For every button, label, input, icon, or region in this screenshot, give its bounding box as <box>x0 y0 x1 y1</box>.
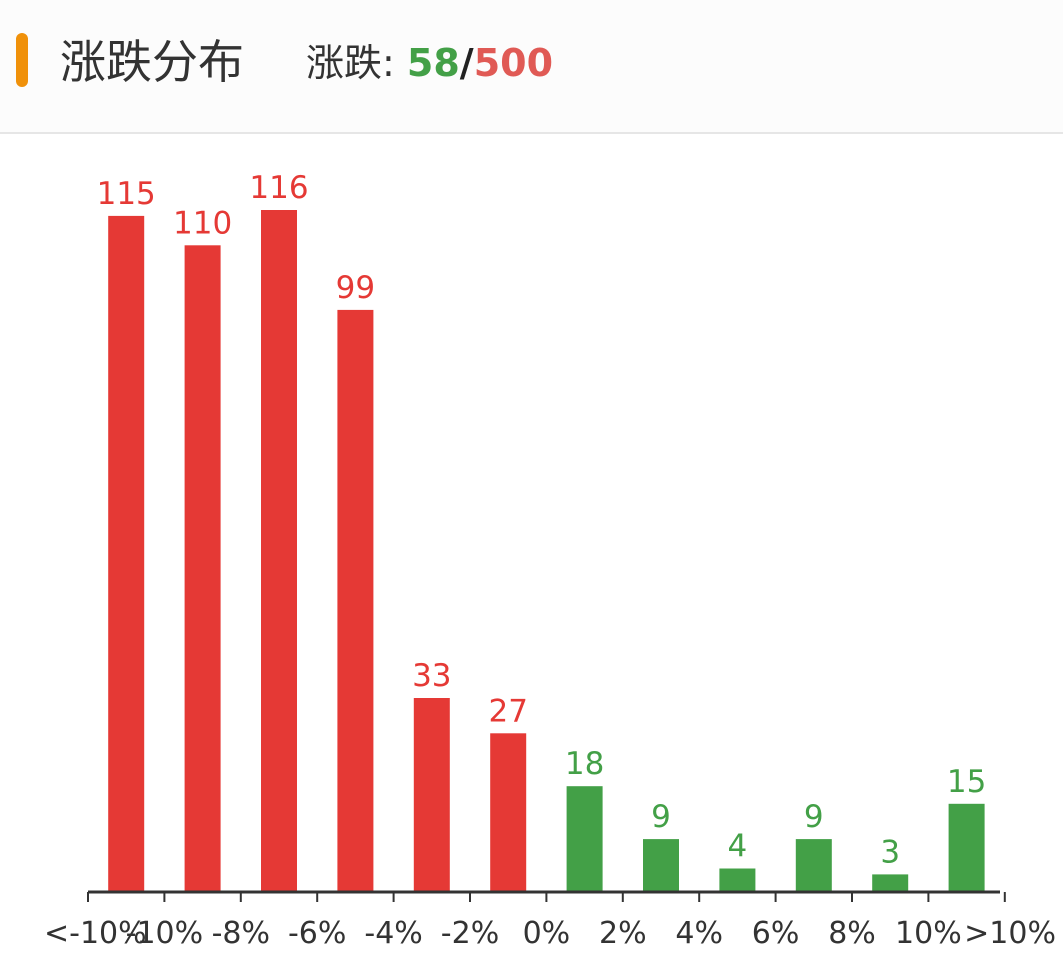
bar-4 <box>413 698 450 892</box>
bar-5 <box>490 733 527 892</box>
up-count: 58 <box>406 41 460 85</box>
data-label-7: 9 <box>651 799 671 835</box>
down-count: 500 <box>473 41 554 85</box>
data-label-6: 18 <box>565 746 604 782</box>
summary-separator: / <box>459 41 474 85</box>
bar-0 <box>108 215 145 892</box>
x-tick-label-6: 0% <box>523 916 571 951</box>
bar-9 <box>795 839 832 892</box>
distribution-bar-chart: 115 110 116 99 33 27 18 9 4 9 3 15 <-10%-10% -8% -6% -4… <box>44 170 1056 951</box>
x-tick-label-0: <-10% <box>44 916 147 951</box>
x-tick-label-9: 6% <box>752 916 800 951</box>
data-label-5: 27 <box>488 693 527 729</box>
data-label-0: 115 <box>97 176 156 212</box>
bar-3 <box>337 309 374 892</box>
x-tick-label-5: -2% <box>441 916 499 951</box>
data-label-10: 3 <box>880 834 900 870</box>
bar-6 <box>566 786 603 892</box>
data-label-1: 110 <box>173 205 232 241</box>
x-tick-label-7: 2% <box>599 916 647 951</box>
bar-1 <box>184 245 221 893</box>
bar-10 <box>872 874 909 892</box>
page-title: 涨跌分布 <box>60 35 244 89</box>
data-label-11: 15 <box>947 764 986 800</box>
data-label-9: 9 <box>804 799 824 835</box>
x-tick-label-12: >10% <box>964 916 1056 951</box>
data-label-3: 99 <box>336 270 375 306</box>
bar-8 <box>719 868 756 892</box>
x-tick-label-11: 10% <box>895 916 962 951</box>
rise-fall-summary: 涨跌: 58/500 <box>306 34 553 92</box>
x-tick-label-4: -4% <box>364 916 422 951</box>
x-tick-label-2: -8% <box>212 916 270 951</box>
data-label-4: 33 <box>412 658 451 694</box>
x-tick-label-1: -10% <box>126 916 204 951</box>
chart-header: 涨跌分布 涨跌: 58/500 <box>0 0 1063 134</box>
x-tick-label-8: 4% <box>675 916 723 951</box>
data-label-8: 4 <box>728 829 748 865</box>
bar-11 <box>948 803 985 892</box>
x-tick-label-3: -6% <box>288 916 346 951</box>
data-label-2: 116 <box>249 170 308 206</box>
bar-2 <box>261 210 297 892</box>
x-tick-label-10: 8% <box>828 916 876 951</box>
summary-label: 涨跌: <box>306 41 395 85</box>
bar-7 <box>643 839 679 892</box>
accent-bar <box>16 33 28 87</box>
